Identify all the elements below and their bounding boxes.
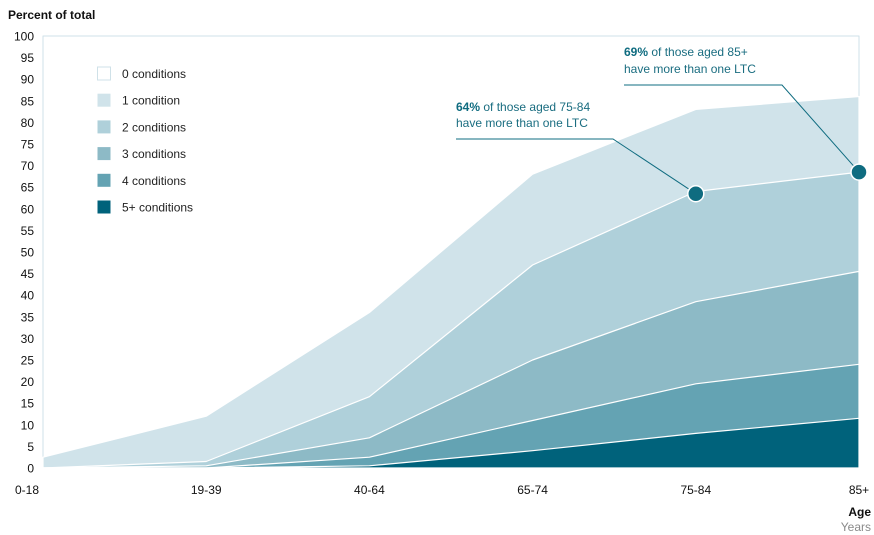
x-tick-label: 0-18 [15,483,39,497]
annotation-leader-line [624,84,860,173]
y-tick-label: 85 [21,94,35,108]
x-axis-ticks: 0-18 19-39 40-64 65-74 75-84 85+ [15,483,869,497]
legend-swatch-1-condition [97,93,111,107]
legend-swatch-4-conditions [97,173,111,187]
annotation-line1: 69% of those aged 85+ [624,45,748,59]
y-tick-label: 0 [27,462,34,476]
x-tick-label: 75-84 [680,483,711,497]
annotation-marker [687,184,705,203]
annotation-marker [850,163,868,181]
y-tick-label: 50 [21,246,35,260]
y-tick-label: 25 [21,354,35,368]
legend-label-4-conditions: 4 conditions [122,174,186,188]
area-5plus-conditions [42,417,860,469]
area-layers [42,35,860,469]
y-tick-label: 5 [27,440,34,454]
x-tick-label: 85+ [849,483,869,497]
annotation-percent: 69% [624,45,648,59]
legend-label-1-condition: 1 condition [122,94,180,108]
y-tick-label: 75 [21,138,35,152]
legend-swatch-5plus-conditions [97,200,111,214]
legend-label-0-conditions: 0 conditions [122,67,186,81]
y-tick-label: 40 [21,289,35,303]
x-axis-label: Age [848,505,871,519]
legend-swatch-3-conditions [97,147,111,161]
y-tick-label: 15 [21,397,35,411]
y-tick-label: 70 [21,159,35,173]
y-tick-label: 30 [21,332,35,346]
y-tick-label: 20 [21,375,35,389]
y-tick-label: 45 [21,267,35,281]
x-tick-label: 19-39 [191,483,222,497]
annotation-leader-line [456,138,697,195]
annotation-line2: have more than one LTC [456,116,588,130]
y-tick-label: 60 [21,202,35,216]
y-tick-label: 10 [21,418,35,432]
y-axis-ticks: 0 5 10 15 20 25 30 35 40 45 50 55 60 65 70 75 80 85 90 95 10… [14,30,34,476]
x-tick-label: 40-64 [354,483,385,497]
y-tick-label: 80 [21,116,35,130]
annotation-percent: 64% [456,100,480,114]
x-axis-unit: Years [841,520,871,534]
legend-label-5plus-conditions: 5+ conditions [122,201,193,215]
y-tick-label: 65 [21,181,35,195]
annotation-line2: have more than one LTC [624,62,756,76]
annotation-text: of those aged 75-84 [480,100,590,114]
legend-label-3-conditions: 3 conditions [122,147,186,161]
legend-swatch-2-conditions [97,120,111,134]
y-tick-label: 35 [21,310,35,324]
y-tick-label: 90 [21,73,35,87]
legend: 0 conditions 1 condition 2 conditions 3 con… [97,66,193,215]
legend-label-2-conditions: 2 conditions [122,120,186,134]
y-tick-label: 100 [14,30,34,44]
annotations: 64% of those aged 75-84 have more than on… [456,45,868,203]
annotation-text: of those aged 85+ [648,45,748,59]
x-tick-label: 65-74 [517,483,548,497]
legend-swatch-0-conditions [97,66,111,81]
annotation-line1: 64% of those aged 75-84 [456,100,590,114]
y-tick-label: 55 [21,224,35,238]
y-tick-label: 95 [21,51,35,65]
y-axis-label: Percent of total [8,8,95,22]
